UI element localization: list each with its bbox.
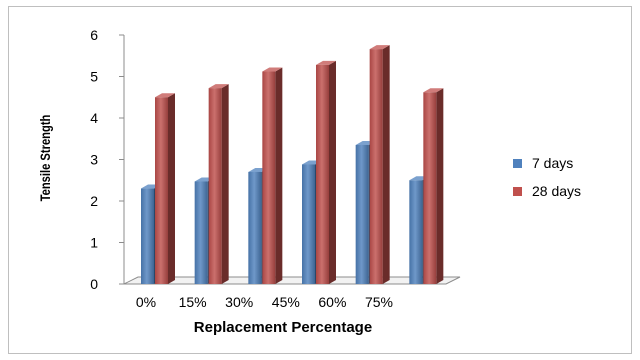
x-axis-title: Replacement Percentage: [194, 319, 372, 336]
x-tick-label: 45%: [272, 294, 300, 310]
chart-bars: [141, 45, 444, 285]
bar-side: [168, 93, 175, 284]
bar-28-days-45pct: [316, 60, 336, 284]
bar-top: [369, 45, 390, 50]
bar-front: [141, 188, 154, 284]
y-tick-label: 4: [90, 110, 98, 126]
y-tick-label: 6: [90, 27, 98, 43]
bar-28-days-15pct: [208, 84, 229, 285]
legend-swatch: [513, 187, 522, 196]
y-tick-labels: 0 1 2 3 4 5 6: [90, 27, 124, 292]
bar-front: [194, 181, 208, 284]
x-tick-label: 30%: [225, 294, 253, 310]
legend-item: 7 days: [513, 155, 573, 171]
bar-side: [329, 60, 336, 284]
bar-top: [316, 60, 336, 65]
bar-front: [302, 164, 315, 284]
y-tick-label: 5: [90, 69, 98, 85]
x-tick-label: 75%: [365, 294, 393, 310]
legend-swatch: [513, 159, 522, 168]
bar-side: [221, 84, 229, 285]
bar-front: [208, 88, 222, 285]
bar-28-days-60pct: [369, 45, 390, 284]
bar-side: [275, 67, 283, 285]
bar-28-days-0pct: [155, 93, 175, 284]
bar-side: [382, 45, 390, 284]
x-tick-label: 0%: [136, 294, 156, 310]
bar-front: [409, 180, 423, 284]
bar-side: [436, 88, 444, 285]
bar-top: [262, 67, 283, 72]
bar-front: [369, 49, 383, 284]
bar-front: [155, 97, 168, 284]
bar-front: [423, 92, 437, 285]
bar-front: [248, 171, 262, 284]
x-tick-label: 15%: [179, 294, 207, 310]
y-axis-title: Tensile Strength: [38, 115, 53, 202]
legend-label: 28 days: [532, 183, 581, 199]
legend-label: 7 days: [532, 155, 573, 171]
bar-top: [155, 93, 175, 98]
bar-top: [208, 84, 229, 89]
legend: 7 days 28 days: [513, 155, 581, 199]
bar-28-days-30pct: [262, 67, 283, 285]
x-tick-labels: 0% 15% 30% 45% 60% 75%: [136, 294, 393, 310]
bar-top: [423, 88, 444, 93]
y-tick-label: 0: [90, 276, 98, 292]
bar-front: [316, 64, 329, 284]
bar-28-days-75pct: [423, 88, 444, 285]
x-tick-label: 60%: [318, 294, 346, 310]
bar-front: [262, 71, 276, 285]
y-tick-label: 3: [90, 152, 98, 168]
y-tick-label: 2: [90, 193, 98, 209]
bar-front: [355, 144, 369, 284]
legend-item: 28 days: [513, 183, 581, 199]
y-tick-label: 1: [90, 235, 98, 251]
